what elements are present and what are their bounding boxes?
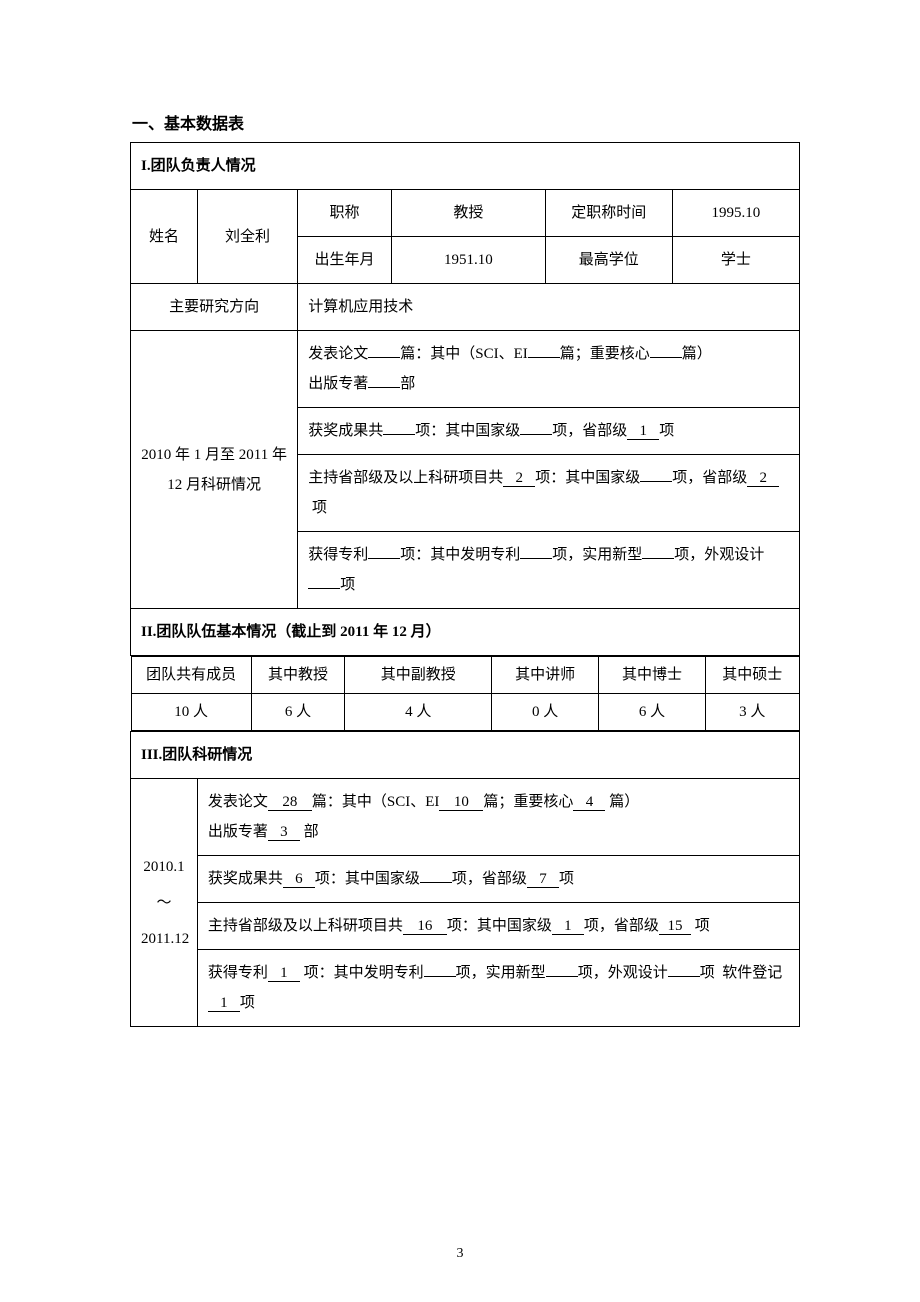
s3-papers-sciei: 10 (439, 795, 483, 811)
s3-row-projects: 主持省部级及以上科研项目共16项：其中国家级1项，省部级15 项 (197, 903, 799, 950)
s1-projects-provincial: 2 (747, 471, 779, 487)
s3-row-patents: 获得专利1 项：其中发明专利项，实用新型项，外观设计项 软件登记1项 (197, 950, 799, 1027)
s3-awards-total: 6 (283, 872, 315, 888)
s2-h5: 其中硕士 (705, 657, 799, 694)
s2-h4: 其中博士 (599, 657, 706, 694)
page: 一、基本数据表 I.团队负责人情况 姓名 刘全利 职称 教授 定职称时间 199… (0, 0, 920, 1302)
s2-h2: 其中副教授 (345, 657, 492, 694)
s1-row-patents: 获得专利项：其中发明专利项，实用新型项，外观设计项 (298, 532, 800, 609)
s3-awards-national (420, 882, 452, 883)
s2-h0: 团队共有成员 (131, 657, 251, 694)
section2-title: II.团队队伍基本情况（截止到 2011 年 12 月） (131, 609, 800, 656)
s1-row-awards: 获奖成果共项：其中国家级项，省部级1项 (298, 408, 800, 455)
s3-patent-invention (424, 976, 456, 977)
s1-projects-total: 2 (503, 471, 535, 487)
section2-subtable-wrap: 团队共有成员 其中教授 其中副教授 其中讲师 其中博士 其中硕士 10 人 6 … (131, 656, 800, 732)
s2-v0: 10 人 (131, 694, 251, 731)
s3-projects-provincial: 15 (659, 919, 691, 935)
s3-period: 2010.1 ～ 2011.12 (131, 779, 198, 1027)
s1-row-projects: 主持省部级及以上科研项目共2项：其中国家级项，省部级2 项 (298, 455, 800, 532)
s2-h1: 其中教授 (251, 657, 345, 694)
value-degree: 学士 (672, 237, 799, 284)
s3-papers-core: 4 (573, 795, 605, 811)
s3-period-mid: ～ (156, 895, 171, 911)
s3-awards-provincial: 7 (527, 872, 559, 888)
label-birth: 出生年月 (298, 237, 392, 284)
page-number: 3 (0, 1246, 920, 1262)
s3-row-awards: 获奖成果共6项：其中国家级项，省部级7项 (197, 856, 799, 903)
value-title-date: 1995.10 (672, 190, 799, 237)
s1-awards-national (520, 434, 552, 435)
s3-patent-total: 1 (268, 966, 300, 982)
s3-patent-utility (546, 976, 578, 977)
s1-row-papers: 发表论文篇：其中（SCI、EI篇；重要核心篇） 出版专著部 (298, 331, 800, 408)
s2-v4: 6 人 (599, 694, 706, 731)
s3-patent-design (668, 976, 700, 977)
s3-papers-total: 28 (268, 795, 312, 811)
section2-subtable: 团队共有成员 其中教授 其中副教授 其中讲师 其中博士 其中硕士 10 人 6 … (131, 656, 800, 731)
s3-period-top: 2010.1 (143, 859, 184, 875)
s1-patent-design (308, 588, 340, 589)
s1-papers-total (368, 357, 400, 358)
s1-patent-total (368, 558, 400, 559)
s2-h3: 其中讲师 (492, 657, 599, 694)
s1-projects-national (640, 481, 672, 482)
s2-v1: 6 人 (251, 694, 345, 731)
label-period: 2010 年 1 月至 2011 年 12 月科研情况 (131, 331, 298, 609)
label-research: 主要研究方向 (131, 284, 298, 331)
label-degree: 最高学位 (545, 237, 672, 284)
s1-patent-utility (642, 558, 674, 559)
s3-patent-software: 1 (208, 996, 240, 1012)
s3-period-bot: 2011.12 (141, 931, 189, 947)
value-research: 计算机应用技术 (298, 284, 800, 331)
section3-title: III.团队科研情况 (131, 732, 800, 779)
value-name: 刘全利 (197, 190, 297, 284)
s1-papers-sciei (528, 357, 560, 358)
label-name: 姓名 (131, 190, 198, 284)
s2-v5: 3 人 (705, 694, 799, 731)
s1-papers-core (650, 357, 682, 358)
s2-v3: 0 人 (492, 694, 599, 731)
document-heading: 一、基本数据表 (132, 110, 800, 134)
s3-row-papers: 发表论文28篇：其中（SCI、EI10篇；重要核心4 篇） 出版专著3 部 (197, 779, 799, 856)
basic-data-table: I.团队负责人情况 姓名 刘全利 职称 教授 定职称时间 1995.10 出生年… (130, 142, 800, 1027)
value-title: 教授 (391, 190, 545, 237)
s3-books: 3 (268, 825, 300, 841)
s1-books (368, 387, 400, 388)
s1-patent-invention (520, 558, 552, 559)
label-title: 职称 (298, 190, 392, 237)
value-birth: 1951.10 (391, 237, 545, 284)
s1-awards-provincial: 1 (627, 424, 659, 440)
label-title-date: 定职称时间 (545, 190, 672, 237)
s1-awards-total (383, 434, 415, 435)
s3-projects-national: 1 (552, 919, 584, 935)
section1-title: I.团队负责人情况 (131, 143, 800, 190)
s2-v2: 4 人 (345, 694, 492, 731)
s3-projects-total: 16 (403, 919, 447, 935)
